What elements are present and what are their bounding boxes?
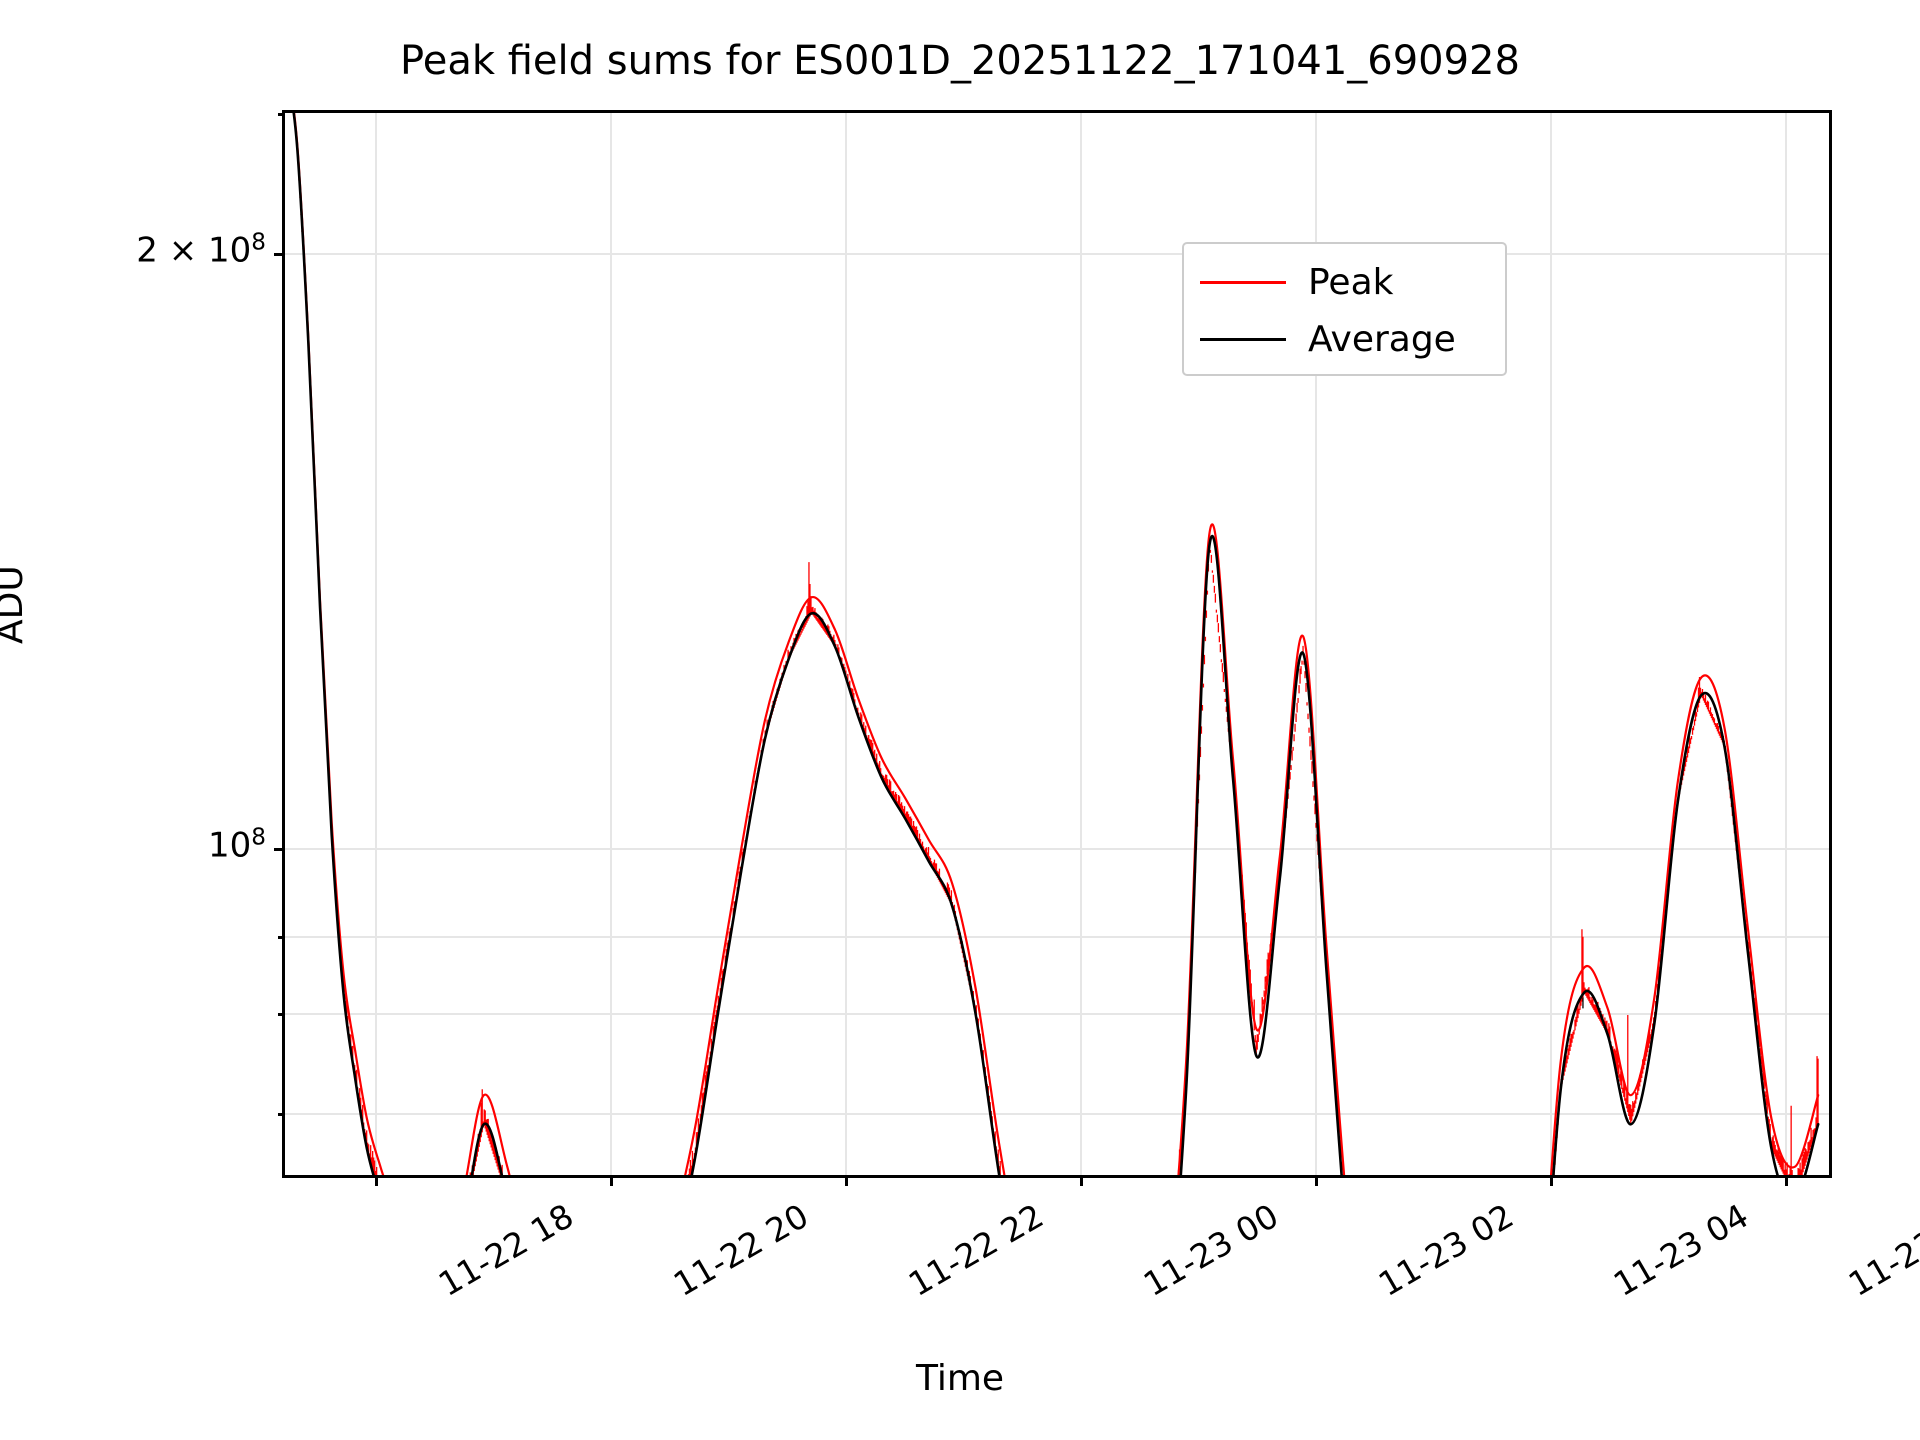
x-tick-major bbox=[1315, 1175, 1318, 1186]
x-tick-label: 11-23 02 bbox=[1372, 1196, 1520, 1304]
gridline-horizontal bbox=[285, 1113, 1829, 1115]
gridline-horizontal bbox=[285, 848, 1829, 850]
x-tick-major bbox=[1785, 1175, 1788, 1186]
gridline-horizontal bbox=[285, 253, 1829, 255]
y-tick-major bbox=[274, 253, 285, 256]
gridline-horizontal bbox=[285, 936, 1829, 938]
x-tick-label: 11-22 20 bbox=[667, 1196, 815, 1304]
y-tick-label: 108 bbox=[208, 824, 266, 865]
x-tick-label-text: 11-22 20 bbox=[666, 1196, 815, 1304]
legend-label-average: Average bbox=[1308, 318, 1456, 360]
y-axis-label: ADU bbox=[0, 565, 31, 644]
y-tick-minor bbox=[278, 1013, 285, 1016]
y-tick-minor bbox=[278, 936, 285, 939]
x-tick-label: 11-22 18 bbox=[432, 1196, 580, 1304]
x-tick-label: 11-23 04 bbox=[1607, 1196, 1755, 1304]
legend-box: Peak Average bbox=[1182, 242, 1507, 376]
x-axis-label: Time bbox=[915, 1358, 1005, 1399]
x-tick-major bbox=[610, 1175, 613, 1186]
x-tick-major bbox=[845, 1175, 848, 1186]
x-tick-label-text: 11-23 02 bbox=[1371, 1196, 1520, 1304]
x-tick-major bbox=[1080, 1175, 1083, 1186]
gridline-vertical bbox=[1785, 113, 1787, 1175]
y-tick-label-exponent: 8 bbox=[251, 229, 266, 256]
y-tick-minor bbox=[278, 113, 285, 116]
x-tick-label: 11-23 06 bbox=[1842, 1196, 1920, 1304]
plot-area: Peak Average bbox=[274, 110, 1832, 1186]
x-tick-label-text: 11-22 22 bbox=[901, 1196, 1050, 1304]
x-tick-major bbox=[375, 1175, 378, 1186]
gridline-horizontal bbox=[285, 1013, 1829, 1015]
gridline-vertical bbox=[1080, 113, 1082, 1175]
x-tick-label-text: 11-22 18 bbox=[431, 1196, 580, 1304]
series-average bbox=[292, 113, 1820, 1175]
x-tick-label: 11-22 22 bbox=[902, 1196, 1050, 1304]
gridline-vertical bbox=[1315, 113, 1317, 1175]
series-peak bbox=[293, 113, 1820, 1175]
legend-item-average: Average bbox=[1200, 311, 1489, 368]
data-curves bbox=[292, 113, 1820, 1175]
y-tick-label-mantissa: 2 × 10 bbox=[136, 230, 252, 271]
legend-swatch-peak bbox=[1200, 281, 1286, 284]
y-tick-label-mantissa: 10 bbox=[208, 825, 252, 866]
gridline-vertical bbox=[375, 113, 377, 1175]
x-tick-label-text: 11-23 06 bbox=[1841, 1196, 1920, 1304]
legend-swatch-average bbox=[1200, 338, 1286, 341]
chart-title: Peak field sums for ES001D_20251122_1710… bbox=[400, 38, 1520, 84]
x-tick-major bbox=[1550, 1175, 1553, 1186]
y-tick-label-exponent: 8 bbox=[251, 824, 266, 851]
y-tick-major bbox=[274, 848, 285, 851]
legend-label-peak: Peak bbox=[1308, 261, 1394, 303]
legend-item-peak: Peak bbox=[1200, 254, 1489, 311]
gridline-vertical bbox=[1550, 113, 1552, 1175]
gridline-vertical bbox=[610, 113, 612, 1175]
y-tick-label: 2 × 108 bbox=[136, 229, 266, 270]
x-tick-label-text: 11-23 00 bbox=[1136, 1196, 1285, 1304]
x-tick-label-text: 11-23 04 bbox=[1606, 1196, 1755, 1304]
gridline-vertical bbox=[845, 113, 847, 1175]
x-tick-label: 11-23 00 bbox=[1137, 1196, 1285, 1304]
y-tick-minor bbox=[278, 1113, 285, 1116]
